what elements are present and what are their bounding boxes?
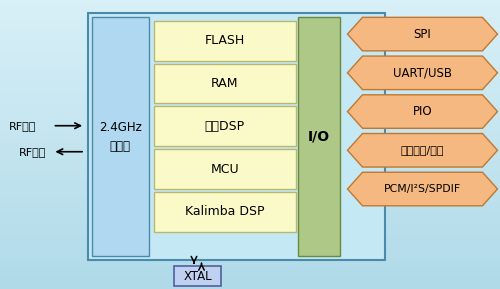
Text: MCU: MCU <box>210 163 239 175</box>
FancyBboxPatch shape <box>154 64 296 103</box>
Text: XTAL: XTAL <box>184 270 212 283</box>
Text: UART/USB: UART/USB <box>393 66 452 79</box>
FancyBboxPatch shape <box>154 192 296 232</box>
Text: 音频输入/输出: 音频输入/输出 <box>401 145 444 155</box>
Text: 基带DSP: 基带DSP <box>204 120 245 133</box>
FancyBboxPatch shape <box>92 17 149 256</box>
Polygon shape <box>348 95 498 128</box>
FancyBboxPatch shape <box>154 149 296 189</box>
Text: Kalimba DSP: Kalimba DSP <box>185 205 264 218</box>
FancyBboxPatch shape <box>88 13 385 260</box>
Text: FLASH: FLASH <box>204 34 245 47</box>
FancyBboxPatch shape <box>154 21 296 61</box>
Text: RF输入: RF输入 <box>9 121 36 131</box>
Polygon shape <box>348 17 498 51</box>
Text: 2.4GHz
无线电: 2.4GHz 无线电 <box>99 121 142 153</box>
Polygon shape <box>348 56 498 90</box>
FancyBboxPatch shape <box>174 266 222 286</box>
Text: SPI: SPI <box>414 28 432 40</box>
Polygon shape <box>348 172 498 206</box>
Text: RF输出: RF输出 <box>19 147 46 157</box>
Text: I/O: I/O <box>308 129 330 144</box>
Text: PIO: PIO <box>412 105 432 118</box>
FancyBboxPatch shape <box>154 106 296 146</box>
Polygon shape <box>348 134 498 167</box>
FancyBboxPatch shape <box>298 17 341 256</box>
Text: PCM/I²S/SPDIF: PCM/I²S/SPDIF <box>384 184 461 194</box>
Text: RAM: RAM <box>211 77 238 90</box>
